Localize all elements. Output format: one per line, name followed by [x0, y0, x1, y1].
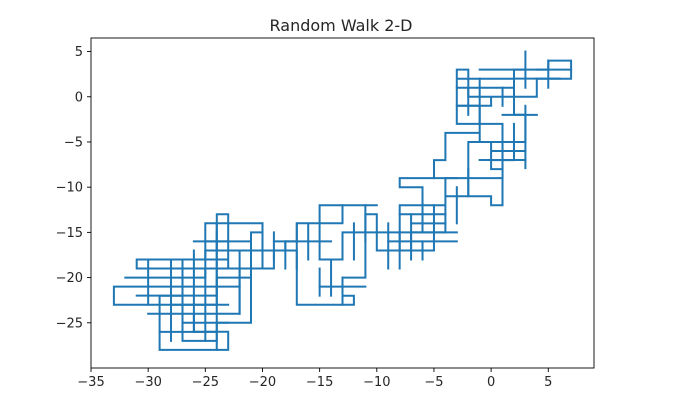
y-tick-label: −5 [64, 135, 83, 150]
x-tick-label: 0 [487, 375, 495, 390]
walk-line [112, 59, 573, 351]
chart-title: Random Walk 2-D [270, 16, 413, 35]
x-tick-label: −35 [77, 375, 104, 390]
y-tick-label: 5 [75, 45, 83, 60]
plot-area [112, 50, 573, 351]
x-tick-label: −10 [363, 375, 390, 390]
y-tick-label: −25 [56, 316, 83, 331]
x-tick-label: −20 [249, 375, 276, 390]
x-tick-label: −5 [424, 375, 443, 390]
y-tick-label: −15 [56, 226, 83, 241]
x-tick-label: 5 [544, 375, 552, 390]
x-tick-label: −15 [306, 375, 333, 390]
axes-frame [90, 37, 595, 369]
y-axis: 5 0 −5 −10 −15 −20 −25 [56, 45, 91, 331]
x-tick-label: −30 [134, 375, 161, 390]
x-tick-label: −25 [192, 375, 219, 390]
y-tick-label: −20 [56, 271, 83, 286]
y-tick-label: 0 [75, 90, 83, 105]
y-tick-label: −10 [56, 181, 83, 196]
x-axis: −35 −30 −25 −20 −15 −10 −5 0 5 [77, 368, 552, 390]
